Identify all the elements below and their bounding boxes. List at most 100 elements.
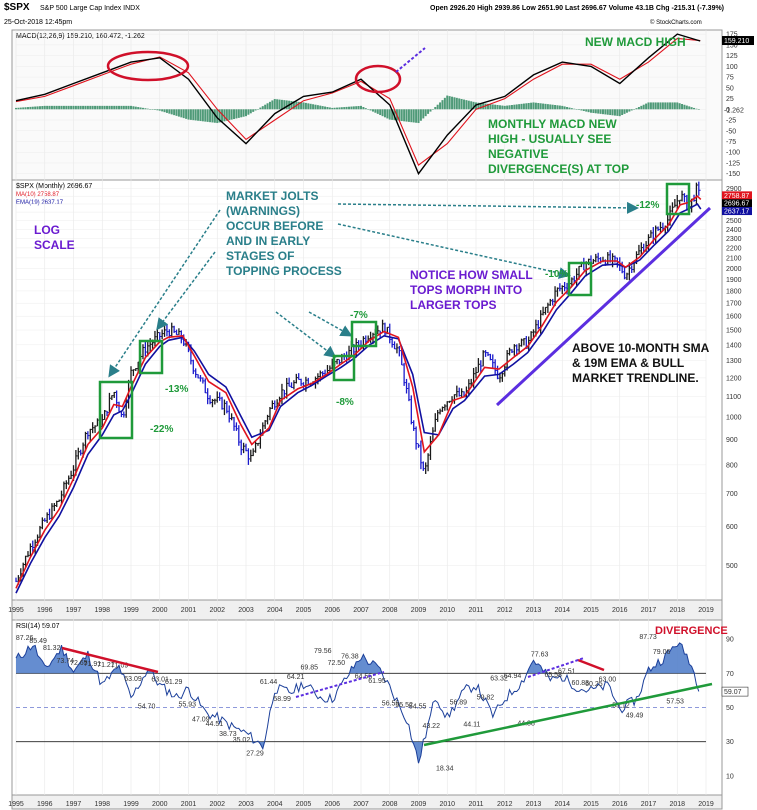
price-legend-main: $SPX (Monthly) 2696.67 — [16, 183, 92, 190]
macd-histogram-bar — [319, 105, 322, 110]
jolts-arrow-1 — [108, 209, 221, 378]
index-name: S&P 500 Large Cap Index INDX — [40, 5, 140, 12]
jolts-note-1: MARKET JOLTS — [226, 189, 318, 203]
macd-histogram-bar — [434, 107, 437, 110]
macd-histogram-bar — [398, 109, 401, 121]
macd-histogram-bar — [86, 105, 89, 110]
macd-histogram-bar — [575, 109, 578, 110]
macd-histogram-bar — [443, 97, 446, 110]
macd-new-high-note: NEW MACD HIGH — [585, 35, 686, 49]
macd-histogram-bar — [225, 109, 228, 121]
macd-histogram-bar — [417, 109, 420, 124]
year-label-bottom: 2005 — [296, 801, 312, 808]
macd-histogram-bar — [410, 109, 413, 123]
pct-label-1998: -22% — [150, 424, 173, 435]
rsi-value-label: 44.11 — [463, 722, 480, 729]
macd-histogram-bar — [290, 100, 293, 110]
macd-histogram-bar — [245, 109, 247, 117]
macd-histogram-bar — [216, 109, 219, 124]
macd-histogram-bar — [237, 109, 240, 118]
macd-histogram-bar — [213, 109, 216, 123]
macd-histogram-bar — [233, 109, 236, 120]
price-tick-label: 2200 — [726, 245, 742, 252]
year-label-bottom: 2015 — [583, 801, 599, 808]
rsi-value-label: 56.55 — [382, 700, 400, 707]
macd-histogram-bar — [549, 104, 552, 110]
macd-histogram-bar — [22, 107, 25, 110]
macd-histogram-bar — [17, 107, 20, 110]
x-axis-years: 1995 1995 1996 1996 1997 1997 1998 1998 1999 1999… — [8, 607, 714, 808]
macd-histogram-bar — [518, 104, 521, 110]
macd-histogram-bar — [391, 109, 394, 120]
macd-histogram-bar — [479, 102, 482, 110]
macd-histogram-bar — [630, 109, 633, 111]
rsi-line — [15, 642, 700, 764]
macd-tick-label: 100 — [726, 64, 738, 71]
macd-histogram-bar — [240, 109, 243, 118]
year-label: 2004 — [267, 607, 283, 614]
price-tick-label: 1200 — [726, 375, 742, 382]
macd-top-circle-2 — [354, 64, 402, 94]
year-label: 2014 — [554, 607, 570, 614]
macd-histogram-bar — [197, 109, 200, 121]
price-tick-label: 2000 — [726, 266, 742, 273]
macd-histogram-bar — [228, 109, 231, 121]
macd-histogram-bar — [431, 109, 434, 110]
symbol-label: $SPX — [4, 2, 30, 13]
macd-histogram-bar — [470, 101, 473, 110]
macd-histogram-bar — [300, 102, 303, 110]
year-label-bottom: 2012 — [497, 801, 513, 808]
year-label-bottom: 1995 — [8, 801, 24, 808]
macd-histogram-bar — [235, 109, 238, 119]
macd-histogram-bar — [350, 106, 353, 110]
rsi-value-label: 72.65 — [70, 660, 88, 667]
macd-histogram-bar — [386, 109, 389, 119]
macd-histogram-bar — [74, 105, 77, 110]
trend-note-3: MARKET TRENDLINE. — [572, 371, 699, 385]
macd-tick-label: 150 — [726, 42, 738, 49]
macd-histogram-bar — [266, 103, 269, 110]
macd-histogram-bar — [415, 109, 418, 123]
macd-histogram-bar — [546, 104, 549, 110]
macd-histogram-bar — [527, 102, 530, 110]
macd-histogram-bar — [324, 106, 327, 110]
year-label-bottom: 2006 — [324, 801, 340, 808]
macd-histogram-bar — [520, 103, 523, 110]
macd-histogram-bar — [436, 104, 439, 110]
price-last-label: 2696.67 — [724, 201, 749, 208]
rsi-tick-label: 90 — [726, 637, 734, 644]
jolts-arrow-6 — [337, 223, 571, 279]
macd-histogram-bar — [405, 109, 408, 122]
price-tick-label: 1600 — [726, 314, 742, 321]
price-tick-label: 1300 — [726, 358, 742, 365]
macd-histogram-bar — [206, 109, 209, 122]
macd-histogram-bar — [369, 109, 372, 111]
macd-histogram-bar — [110, 105, 113, 110]
macd-histogram-bar — [441, 100, 444, 110]
rsi-value-label: 71.21 — [97, 662, 115, 669]
macd-histogram-bar — [31, 106, 34, 110]
macd-histogram-bar — [357, 106, 360, 110]
year-label-bottom: 2007 — [353, 801, 369, 808]
macd-histogram-bar — [477, 102, 480, 110]
macd-histogram-bar — [676, 102, 679, 110]
macd-histogram-bar — [336, 107, 339, 110]
rsi-value-label: 85.49 — [29, 638, 47, 645]
macd-histogram-bar — [34, 106, 37, 110]
pct-label-2014: -10% — [545, 269, 568, 280]
macd-tick-label: -50 — [726, 128, 736, 135]
rsi-value-label: 27.29 — [246, 750, 264, 757]
macd-histogram-bar — [566, 107, 569, 110]
macd-histogram-bar — [563, 106, 566, 110]
macd-histogram-bar — [376, 109, 379, 114]
macd-histogram-bar — [374, 109, 377, 113]
macd-histogram-bar — [259, 107, 262, 110]
macd-histogram-bar — [314, 104, 317, 110]
year-label-bottom: 1998 — [94, 801, 110, 808]
macd-histogram-bar — [352, 106, 355, 110]
macd-legend: MACD(12,26,9) 159.210, 160.472, -1.262 — [16, 33, 145, 40]
macd-histogram-bar — [508, 105, 511, 110]
macd-histogram-bar — [659, 102, 662, 110]
macd-histogram-bar — [355, 106, 358, 110]
log-note-1: LOG — [34, 223, 60, 237]
